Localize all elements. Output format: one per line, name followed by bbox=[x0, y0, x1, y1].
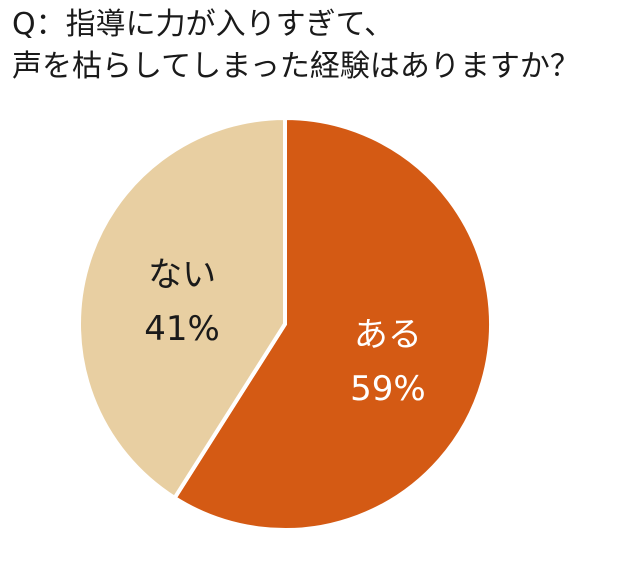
chart-title-line-1: Q：指導に力が入りすぎて、 bbox=[12, 7, 395, 42]
chart-title-line-2: 声を枯らしてしまった経験はありますか？ bbox=[12, 49, 580, 84]
pie-slices bbox=[77, 115, 493, 532]
pie-slice-1 bbox=[171, 115, 493, 532]
chart-title: Q：指導に力が入りすぎて、 声を枯らしてしまった経験はありますか？ bbox=[12, 4, 632, 88]
pie-slice-2-value: 41% bbox=[144, 309, 220, 349]
pie-labels: ある 59% ない 41% bbox=[144, 255, 425, 409]
pie-slice-1-value: 59% bbox=[350, 369, 426, 409]
pie-slice-2-label: ない bbox=[148, 255, 216, 295]
pie-slice-1-label: ある bbox=[354, 315, 422, 355]
pie-slice-2 bbox=[77, 115, 287, 501]
